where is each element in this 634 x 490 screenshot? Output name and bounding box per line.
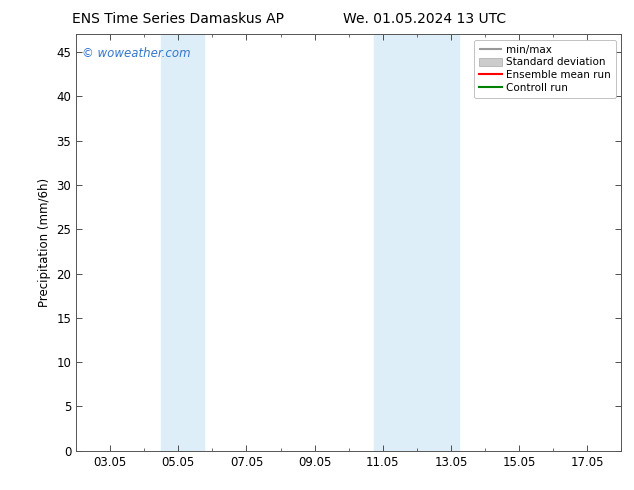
Bar — [374, 34, 460, 451]
Text: © woweather.com: © woweather.com — [82, 47, 190, 60]
Bar — [161, 34, 204, 451]
Text: ENS Time Series Damaskus AP: ENS Time Series Damaskus AP — [72, 12, 283, 26]
Legend: min/max, Standard deviation, Ensemble mean run, Controll run: min/max, Standard deviation, Ensemble me… — [474, 40, 616, 98]
Y-axis label: Precipitation (mm/6h): Precipitation (mm/6h) — [38, 178, 51, 307]
Text: We. 01.05.2024 13 UTC: We. 01.05.2024 13 UTC — [343, 12, 507, 26]
